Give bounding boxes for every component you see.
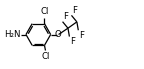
Text: O: O [54, 30, 61, 39]
Text: H₂N: H₂N [4, 30, 21, 39]
Text: Cl: Cl [40, 7, 49, 16]
Text: F: F [63, 12, 68, 21]
Text: F: F [72, 6, 77, 15]
Text: F: F [79, 31, 84, 40]
Text: Cl: Cl [41, 52, 50, 61]
Text: F: F [70, 37, 75, 46]
